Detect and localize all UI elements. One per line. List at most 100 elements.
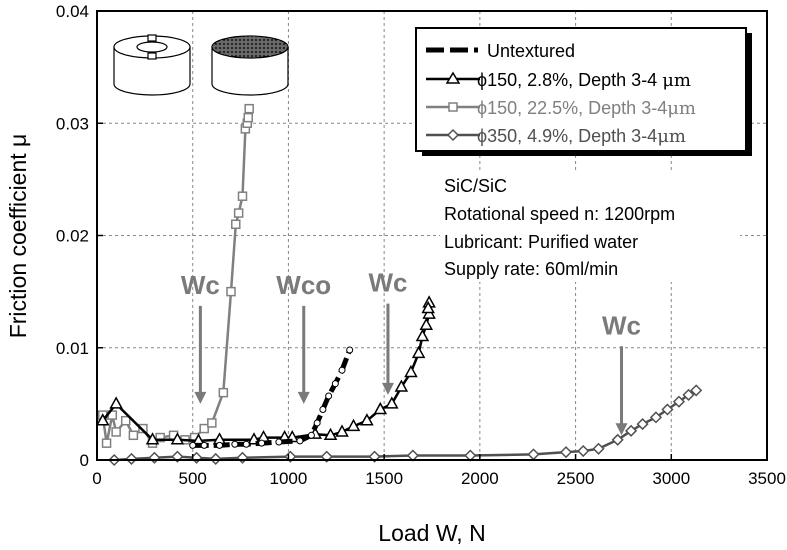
point-diamond (661, 403, 674, 416)
point-circle (231, 440, 239, 448)
point-circle (296, 437, 304, 445)
point-diamond (690, 384, 703, 397)
point-square (199, 423, 209, 434)
point-triangle (419, 317, 434, 331)
point-square (101, 438, 112, 448)
annotation-label: Wc (368, 268, 407, 298)
legend-unit-s3: μm (657, 126, 686, 147)
info-lubricant: Lubricant: Purified water (444, 232, 638, 252)
point-circle (258, 439, 266, 447)
point-diamond (125, 452, 138, 465)
x-tick-label: 1500 (365, 469, 403, 488)
point-square (138, 423, 148, 434)
point-diamond (672, 395, 686, 408)
point-circle (189, 441, 197, 449)
legend-unit-s1: μm (662, 70, 691, 91)
info-supply: Supply rate: 60ml/min (444, 259, 618, 279)
point-triangle (323, 427, 338, 441)
point-triangle (394, 379, 409, 392)
annotation-layer: Wc Wco Wc Wc (181, 268, 641, 436)
point-triangle (360, 413, 374, 426)
point-circle (331, 380, 339, 388)
point-triangle (335, 424, 349, 437)
y-tick-label: 0 (80, 451, 89, 470)
point-triangle (145, 432, 160, 445)
point-circle (200, 441, 208, 449)
point-triangle (95, 413, 110, 426)
point-square (218, 387, 229, 398)
point-triangle (373, 401, 388, 415)
y-tick-label: 0.04 (56, 2, 89, 21)
annotation-arrow-head (615, 423, 628, 436)
point-diamond (682, 388, 695, 401)
annotation-arrow-head (194, 391, 207, 404)
point-triangle (404, 364, 418, 378)
legend-marker-diamond (446, 128, 460, 142)
point-square (128, 430, 139, 441)
annotation-0: Wc (181, 270, 220, 404)
point-diamond (611, 433, 624, 446)
point-triangle (346, 418, 361, 432)
series-0 (189, 346, 354, 449)
x-tick-label: 0 (92, 469, 101, 488)
point-circle (307, 431, 315, 439)
ring-specimen-icon (113, 34, 191, 96)
point-diamond (636, 418, 649, 431)
legend-label-s1: ϕ150, 2.8%, Depth 3-4 μm (477, 70, 691, 91)
point-circle (338, 366, 346, 374)
info-speed: Rotational speed n: 1200rpm (444, 204, 675, 224)
point-square (155, 432, 165, 443)
point-square (244, 103, 254, 114)
point-circle (313, 419, 321, 427)
annotation-arrow-head (297, 391, 310, 404)
point-triangle (385, 396, 399, 409)
point-square (233, 208, 244, 218)
annotation-3: Wc (602, 310, 641, 436)
point-square (111, 427, 121, 437)
annotation-label: Wco (276, 270, 331, 300)
series-1 (95, 295, 436, 446)
x-tick-label: 1000 (270, 469, 308, 488)
point-circle (325, 392, 333, 400)
legend-label-s2: ϕ150, 22.5%, Depth 3-4μm (477, 98, 696, 119)
point-circle (346, 346, 354, 354)
point-square (226, 286, 236, 297)
axis-ticks: 0 500 1000 1500 2000 2500 3000 3500 0 0.01 0.02 0.0… (56, 2, 786, 488)
point-circle (319, 405, 327, 413)
x-tick-label: 2000 (461, 469, 499, 488)
textured-disk-icon (211, 35, 289, 96)
conditions-text: SiC/SiC Rotational speed n: 1200rpm Lubr… (440, 170, 740, 282)
legend-label-untextured: Untextured (487, 41, 575, 61)
x-tick-label: 500 (179, 469, 207, 488)
y-tick-label: 0.02 (56, 227, 89, 246)
annotation-2: Wc (368, 268, 407, 395)
legend-label-s3: ϕ350, 4.9%, Depth 3-4μm (477, 126, 686, 147)
x-axis-label: Load W, N (378, 520, 485, 546)
point-square (120, 415, 131, 426)
point-diamond (559, 446, 573, 459)
point-triangle (411, 345, 426, 359)
annotation-label: Wc (602, 310, 641, 340)
y-tick-label: 0.03 (56, 114, 89, 133)
point-diamond (625, 424, 638, 437)
y-tick-label: 0.01 (56, 339, 89, 358)
legend-unit-s2: μm (667, 98, 696, 119)
point-triangle (421, 300, 435, 314)
x-tick-label: 3500 (748, 469, 786, 488)
annotation-label: Wc (181, 270, 220, 300)
point-square (237, 191, 248, 201)
legend-marker-triangle (445, 71, 461, 84)
point-diamond (592, 442, 605, 455)
point-diamond (209, 452, 222, 465)
point-triangle (415, 328, 430, 342)
point-triangle (109, 396, 123, 409)
annotation-arrow-head (381, 382, 394, 395)
point-square (231, 219, 241, 230)
point-circle (242, 440, 250, 448)
point-square (207, 418, 217, 428)
point-diamond (649, 411, 663, 424)
y-axis-label: Friction coefficient μ (5, 134, 31, 339)
x-tick-label: 2500 (557, 469, 595, 488)
info-material: SiC/SiC (444, 176, 507, 196)
